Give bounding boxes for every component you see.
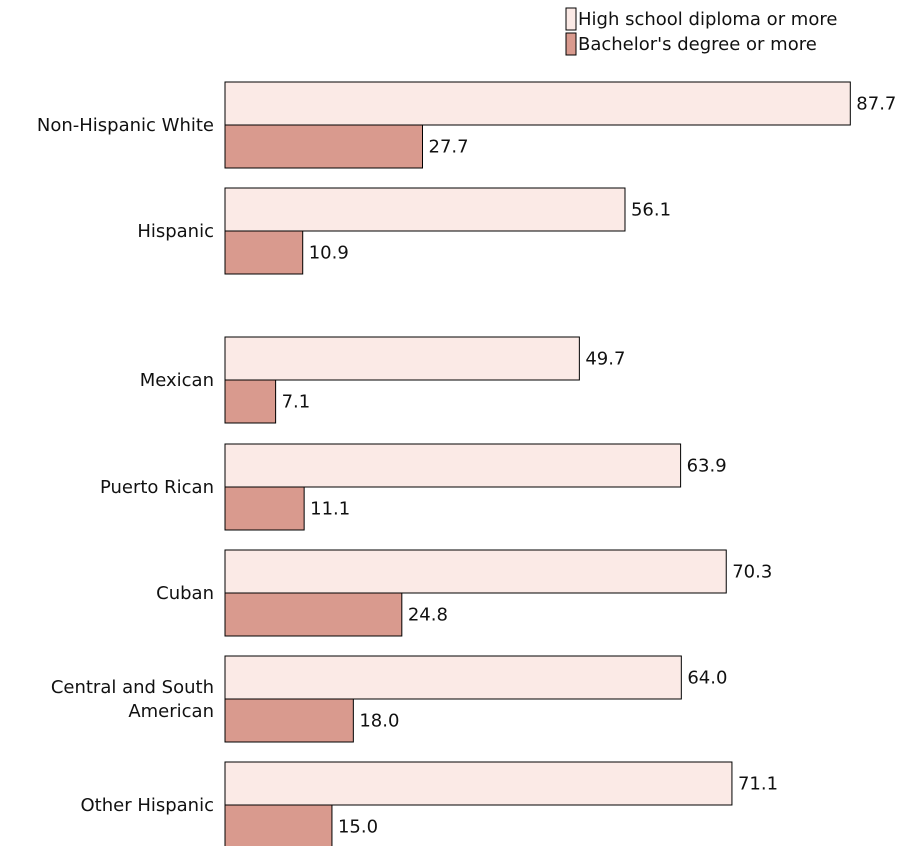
category-label-0: Non-Hispanic White bbox=[37, 115, 214, 136]
category-labels: Non-Hispanic White Hispanic Mexican Puerto … bbox=[37, 115, 214, 816]
bar-high-school-3 bbox=[224, 443, 682, 488]
value-label-high-school-4: 70.3 bbox=[732, 562, 772, 583]
bar-high-school-6 bbox=[224, 761, 733, 806]
legend-label-1: Bachelor's degree or more bbox=[578, 34, 817, 55]
bar-bachelors-6 bbox=[224, 804, 333, 846]
bars bbox=[224, 81, 851, 846]
value-label-high-school-0: 87.7 bbox=[856, 94, 896, 115]
bar-bachelors-0 bbox=[224, 124, 424, 169]
category-label-6: Other Hispanic bbox=[80, 795, 214, 816]
category-label-1: Hispanic bbox=[137, 221, 214, 242]
bar-high-school-4 bbox=[224, 549, 727, 594]
value-labels: 87.7 27.7 56.1 10.9 49.7 7.1 63.9 11.1 70.3 24.8 6… bbox=[282, 94, 897, 838]
value-label-high-school-5: 64.0 bbox=[687, 668, 727, 689]
bar-bachelors-1 bbox=[224, 230, 304, 275]
value-label-bachelors-2: 7.1 bbox=[282, 392, 311, 413]
legend-swatch-1 bbox=[565, 32, 577, 56]
value-label-bachelors-3: 11.1 bbox=[310, 499, 350, 520]
value-label-bachelors-5: 18.0 bbox=[359, 711, 399, 732]
bar-bachelors-3 bbox=[224, 486, 305, 531]
legend-label-0: High school diploma or more bbox=[578, 9, 837, 30]
category-label-2: Mexican bbox=[140, 370, 214, 391]
legend-swatch-0 bbox=[565, 7, 577, 31]
bar-bachelors-5 bbox=[224, 698, 354, 743]
category-label-4: Cuban bbox=[156, 583, 214, 604]
value-label-bachelors-0: 27.7 bbox=[429, 137, 469, 158]
value-label-high-school-6: 71.1 bbox=[738, 774, 778, 795]
value-label-bachelors-1: 10.9 bbox=[309, 243, 349, 264]
category-label-line-0: Central and South bbox=[51, 677, 214, 698]
category-label-3: Puerto Rican bbox=[100, 477, 214, 498]
bar-bachelors-2 bbox=[224, 379, 277, 424]
bar-high-school-2 bbox=[224, 336, 580, 381]
value-label-high-school-3: 63.9 bbox=[687, 456, 727, 477]
value-label-high-school-2: 49.7 bbox=[585, 349, 625, 370]
bar-high-school-5 bbox=[224, 655, 682, 700]
category-label-5: Central and South American bbox=[51, 677, 214, 722]
value-label-bachelors-6: 15.0 bbox=[338, 817, 378, 838]
category-label-line-1: American bbox=[128, 701, 214, 722]
bar-high-school-0 bbox=[224, 81, 851, 126]
value-label-high-school-1: 56.1 bbox=[631, 200, 671, 221]
bar-bachelors-4 bbox=[224, 592, 403, 637]
bar-high-school-1 bbox=[224, 187, 626, 232]
legend: High school diploma or more Bachelor's de… bbox=[565, 7, 837, 56]
value-label-bachelors-4: 24.8 bbox=[408, 605, 448, 626]
